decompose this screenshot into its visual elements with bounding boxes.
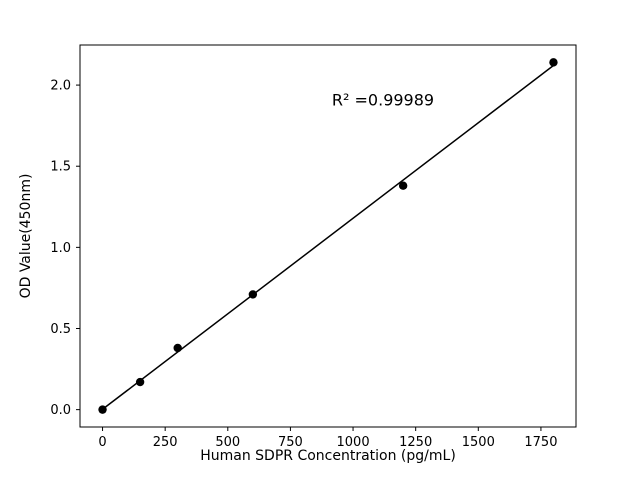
x-tick-label: 1500: [462, 435, 495, 450]
x-tick-label: 1250: [399, 435, 432, 450]
x-tick-label: 1750: [524, 435, 557, 450]
data-point: [549, 58, 558, 67]
x-tick-label: 0: [98, 435, 106, 450]
y-tick-label: 2.0: [50, 79, 71, 94]
y-tick-label: 0.0: [50, 403, 71, 418]
data-point: [98, 405, 107, 414]
y-tick-label: 0.5: [50, 322, 71, 337]
r-squared-annotation: R² =0.99989: [331, 90, 435, 110]
y-tick-label: 1.0: [50, 241, 71, 256]
x-tick-label: 250: [153, 435, 178, 450]
data-point: [248, 290, 258, 299]
y-axis-label: OD Value(450nm): [18, 173, 34, 299]
data-point: [173, 343, 182, 353]
x-tick-label: 1000: [337, 435, 370, 450]
x-tick-label: 750: [278, 435, 303, 450]
data-point: [398, 181, 408, 190]
x-tick-label: 500: [215, 435, 240, 450]
y-tick-label: 1.5: [50, 160, 71, 175]
data-point: [135, 377, 145, 387]
x-axis-label: Human SDPR Concentration (pg/mL): [200, 448, 456, 464]
